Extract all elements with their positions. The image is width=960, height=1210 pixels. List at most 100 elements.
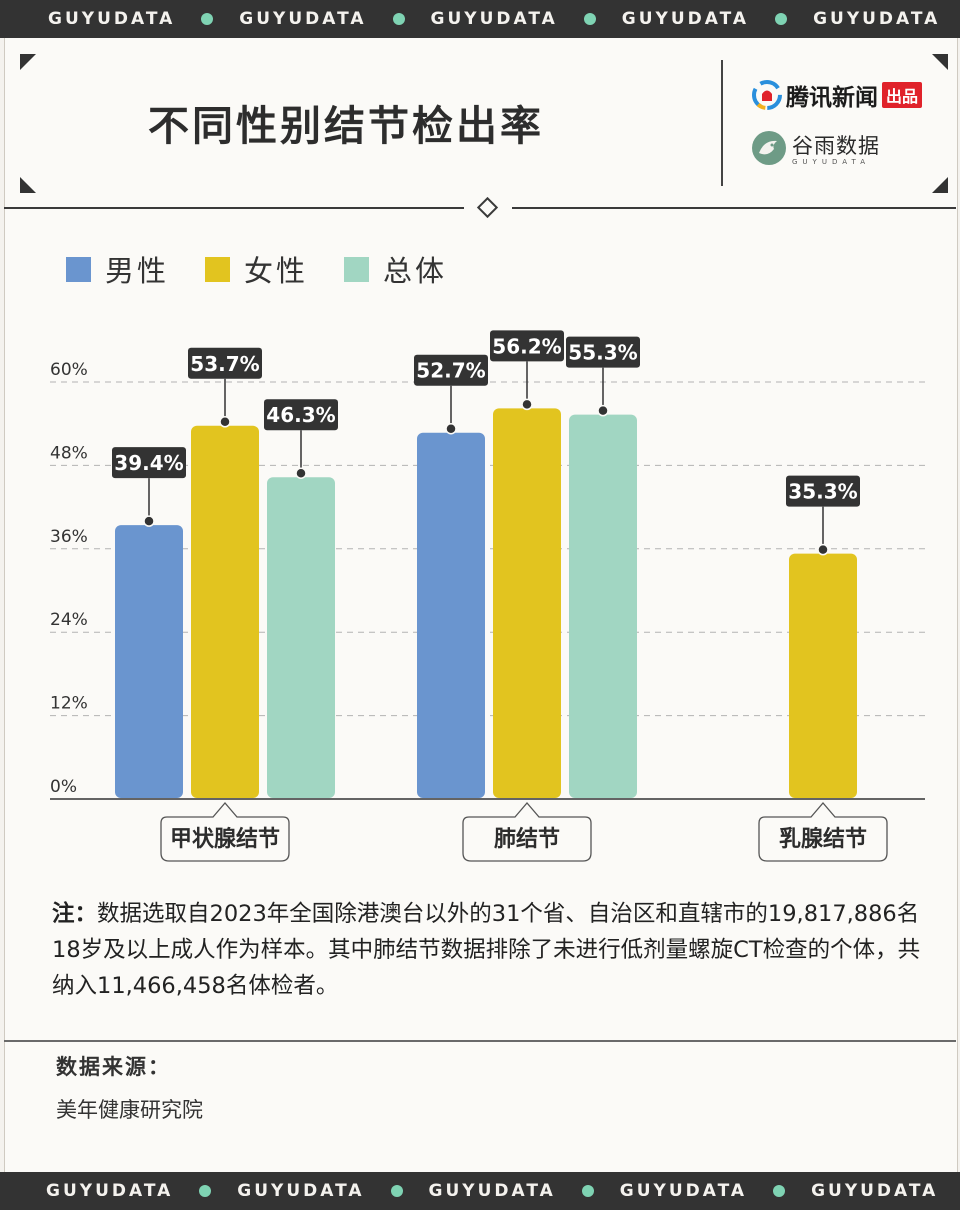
bar-chart: 0% 12% 24% 36% 48% 60% 39.4% 53.7% 46.3% 甲状腺结节 52.… [50, 330, 925, 862]
produced-tag: 出品 [882, 82, 923, 108]
data-label-box [264, 399, 338, 431]
legend-swatch-female [205, 256, 231, 282]
band-item: GUYUDATA [237, 1181, 428, 1201]
legend-label-male: 男性 [105, 254, 170, 288]
data-label-box [786, 475, 860, 507]
band-text: GUYUDATA [237, 1181, 365, 1201]
band-text: GUYUDATA [46, 1181, 174, 1201]
band-text: GUYUDATA [48, 9, 176, 29]
data-label-box [490, 330, 564, 362]
band-dot-icon [775, 13, 788, 25]
legend-label-overall: 总体 [383, 254, 448, 288]
band-text: GUYUDATA [813, 9, 941, 29]
label-dot [219, 416, 231, 428]
legend-item-female: 女性 [205, 248, 308, 290]
band-text: GUYUDATA [239, 9, 367, 29]
band-item: GUYUDATA [620, 1181, 811, 1201]
band-item: GUYUDATA [46, 1181, 237, 1201]
y-tick-label: 36% [50, 527, 88, 547]
label-dot [295, 467, 307, 479]
category-label: 肺结节 [494, 826, 560, 852]
label-dot [597, 404, 609, 417]
label-dot [521, 398, 533, 411]
data-label-box [414, 354, 488, 386]
data-label: 46.3% [266, 403, 335, 427]
category-label-bubble [758, 802, 888, 862]
band-text: GUYUDATA [621, 9, 750, 29]
tencent-news-name: 腾讯新闻 [786, 85, 878, 111]
bar [493, 408, 561, 798]
band-text: GUYUDATA [619, 1181, 748, 1201]
band-item: GUYUDATA [811, 1181, 938, 1201]
band-dot-icon [773, 1185, 786, 1197]
data-label: 52.7% [416, 359, 485, 383]
category-label: 甲状腺结节 [170, 826, 280, 852]
bar [417, 432, 485, 798]
tencent-news-logo: 腾讯新闻 出品 [752, 78, 923, 112]
top-brand-band: GUYUDATA GUYUDATA GUYUDATA GUYUDATA GUYUDATA [0, 0, 960, 38]
band-text: GUYUDATA [430, 9, 558, 29]
data-label-box [112, 447, 186, 479]
label-dot [817, 543, 829, 556]
page-title: 不同性别结节检出率 [148, 102, 544, 150]
band-row: GUYUDATA GUYUDATA GUYUDATA GUYUDATA GUYUDATA [48, 0, 940, 38]
category-label-bubble [462, 802, 592, 862]
y-tick-label: 48% [50, 443, 88, 463]
band-item: GUYUDATA [429, 1181, 620, 1201]
chart-notes: 注：数据选取自2023年全国除港澳台以外的31个省、自治区和直辖市的19,817… [52, 896, 937, 1004]
tencent-news-icon [752, 80, 782, 110]
band-item: GUYUDATA [813, 9, 940, 29]
header-divider-right [512, 207, 956, 209]
source-divider [4, 1040, 956, 1042]
bar [115, 525, 183, 798]
band-row: GUYUDATA GUYUDATA GUYUDATA GUYUDATA GUYUDATA [46, 1172, 938, 1210]
data-label: 55.3% [568, 341, 637, 365]
guyu-data-subtext: GUYUDATA [792, 158, 870, 166]
band-item: GUYUDATA [48, 9, 239, 29]
guyu-data-name: 谷雨数据 [792, 134, 880, 158]
notes-label: 注： [52, 901, 98, 927]
y-tick-label: 12% [50, 694, 88, 714]
legend-item-overall: 总体 [344, 248, 447, 290]
source-label: 数据来源： [56, 1055, 171, 1079]
band-text: GUYUDATA [811, 1181, 939, 1201]
legend-swatch-male [66, 256, 91, 282]
label-dot [143, 515, 155, 527]
band-dot-icon [201, 13, 214, 25]
band-item: GUYUDATA [622, 9, 813, 29]
data-label: 35.3% [788, 480, 857, 504]
category-label: 乳腺结节 [779, 826, 867, 852]
bar [267, 477, 335, 798]
data-label: 56.2% [492, 334, 561, 358]
label-dot [445, 422, 457, 435]
band-dot-icon [390, 1185, 403, 1197]
y-tick-label: 60% [50, 360, 88, 380]
source-name: 美年健康研究院 [56, 1098, 203, 1122]
chart-legend: 男性 女性 总体 [66, 248, 483, 290]
bar [191, 425, 259, 798]
guyu-bird-icon [752, 131, 786, 165]
legend-label-female: 女性 [244, 254, 309, 288]
band-dot-icon [583, 13, 596, 25]
guyu-data-logo: 谷雨数据 GUYUDATA [752, 130, 880, 166]
legend-swatch-overall [344, 256, 370, 282]
category-label-bubble [160, 802, 290, 862]
header-divider-left [4, 207, 464, 209]
bottom-brand-band: GUYUDATA GUYUDATA GUYUDATA GUYUDATA GUYUDATA [0, 1172, 960, 1210]
band-text: GUYUDATA [428, 1181, 556, 1201]
data-label: 53.7% [190, 352, 259, 376]
band-item: GUYUDATA [239, 9, 430, 29]
band-item: GUYUDATA [431, 9, 622, 29]
data-label-box [566, 336, 640, 368]
data-label: 39.4% [114, 451, 183, 475]
band-dot-icon [199, 1185, 212, 1197]
header-separator [721, 60, 723, 186]
notes-text: 数据选取自2023年全国除港澳台以外的31个省、自治区和直辖市的19,817,8… [52, 901, 921, 999]
band-dot-icon [392, 13, 405, 25]
y-tick-label: 0% [50, 777, 77, 797]
bar [569, 414, 637, 798]
data-label-box [188, 347, 262, 379]
legend-item-male: 男性 [66, 248, 169, 290]
y-tick-label: 24% [50, 610, 88, 630]
band-dot-icon [581, 1185, 594, 1197]
